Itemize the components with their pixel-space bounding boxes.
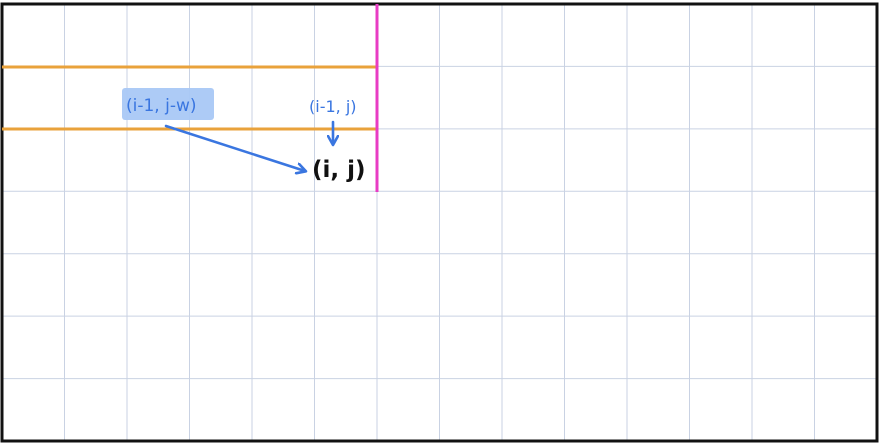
- grid-lines: [2, 4, 877, 441]
- label-current-cell: (i, j): [312, 157, 366, 183]
- label-previous-row-offset: (i-1, j-w): [126, 96, 197, 116]
- label-previous-row-same: (i-1, j): [309, 97, 357, 116]
- label-highlight-box: [122, 88, 214, 120]
- arrow-from-offset-cell: [164, 124, 305, 171]
